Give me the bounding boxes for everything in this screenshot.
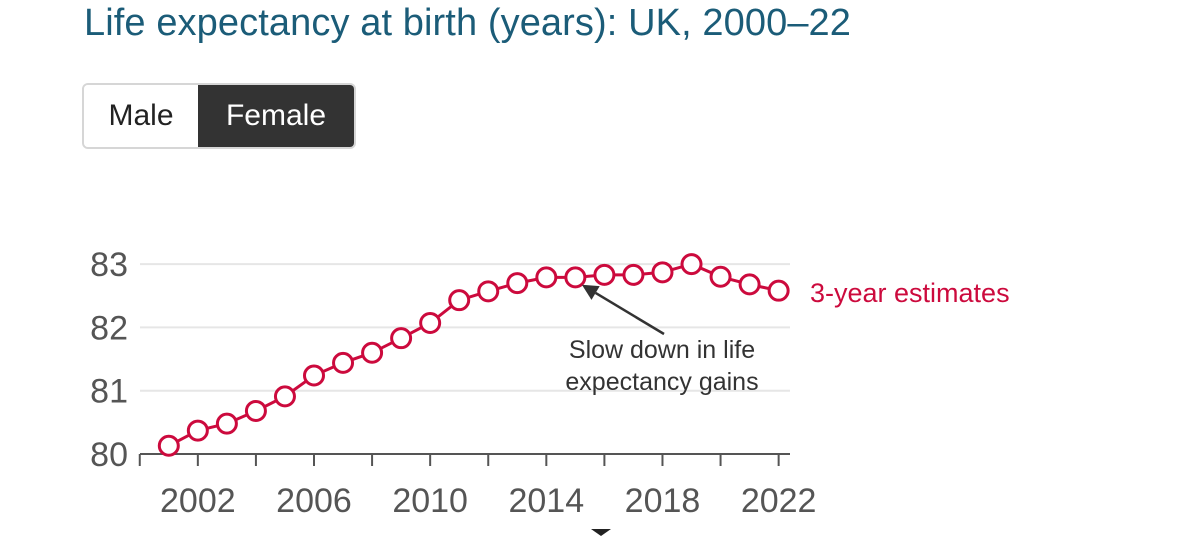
series-points [157, 253, 790, 457]
data-point-2006 [303, 364, 325, 387]
annotation-arrow-line [594, 291, 665, 336]
data-point-2002 [186, 419, 209, 442]
female-button[interactable]: Female [198, 85, 354, 147]
series-labels: 3-year estimates [810, 278, 1010, 308]
series-line-path [168, 262, 779, 448]
data-point-2009 [390, 327, 413, 350]
data-point-2001 [157, 434, 180, 457]
data-point-2013 [506, 272, 529, 295]
data-point-2004 [244, 399, 267, 422]
data-point-2015 [564, 266, 587, 289]
data-point-2012 [477, 280, 500, 303]
data-point-2020 [709, 265, 732, 288]
x-tick-label-2002: 2002 [160, 482, 236, 520]
series-line [168, 262, 779, 448]
x-axis-tick-labels: 2002 2006 2010 2014 2018 2022 [160, 482, 816, 520]
x-tick-label-2014: 2014 [508, 482, 584, 520]
data-point-2003 [215, 412, 238, 435]
x-axis [138, 453, 790, 466]
series-label-3-year-estimates: 3-year estimates [810, 278, 1010, 308]
data-point-2021 [738, 273, 761, 296]
data-point-2019 [680, 253, 703, 276]
y-axis-tick-labels: 80 81 82 83 [90, 246, 128, 474]
data-point-2010 [419, 311, 442, 334]
data-point-2007 [332, 351, 355, 374]
male-button[interactable]: Male [84, 85, 198, 147]
chart-title: Life expectancy at birth (years): UK, 20… [84, 2, 852, 44]
y-tick-label-83: 83 [90, 246, 128, 284]
annotation: Slow down in life expectancy gains [565, 284, 759, 396]
x-tick-label-2010: 2010 [392, 482, 468, 520]
data-point-2018 [651, 261, 674, 284]
annotation-text-line-1: Slow down in life [569, 336, 755, 364]
y-tick-label-81: 81 [90, 373, 128, 411]
data-point-2008 [361, 341, 384, 364]
data-point-2005 [273, 385, 296, 408]
data-point-2011 [448, 289, 471, 312]
data-point-2016 [593, 263, 616, 286]
x-tick-label-2022: 2022 [741, 482, 817, 520]
data-point-2017 [622, 263, 645, 286]
data-point-2022 [767, 279, 790, 302]
annotation-text-line-2: expectancy gains [565, 368, 758, 396]
y-tick-label-82: 82 [90, 309, 128, 347]
x-tick-label-2006: 2006 [276, 482, 352, 520]
sex-toggle: Male Female [82, 83, 356, 149]
y-tick-label-80: 80 [90, 436, 128, 474]
x-tick-label-2018: 2018 [625, 482, 701, 520]
annotation-arrow-head [581, 284, 600, 300]
data-point-2014 [535, 266, 558, 289]
